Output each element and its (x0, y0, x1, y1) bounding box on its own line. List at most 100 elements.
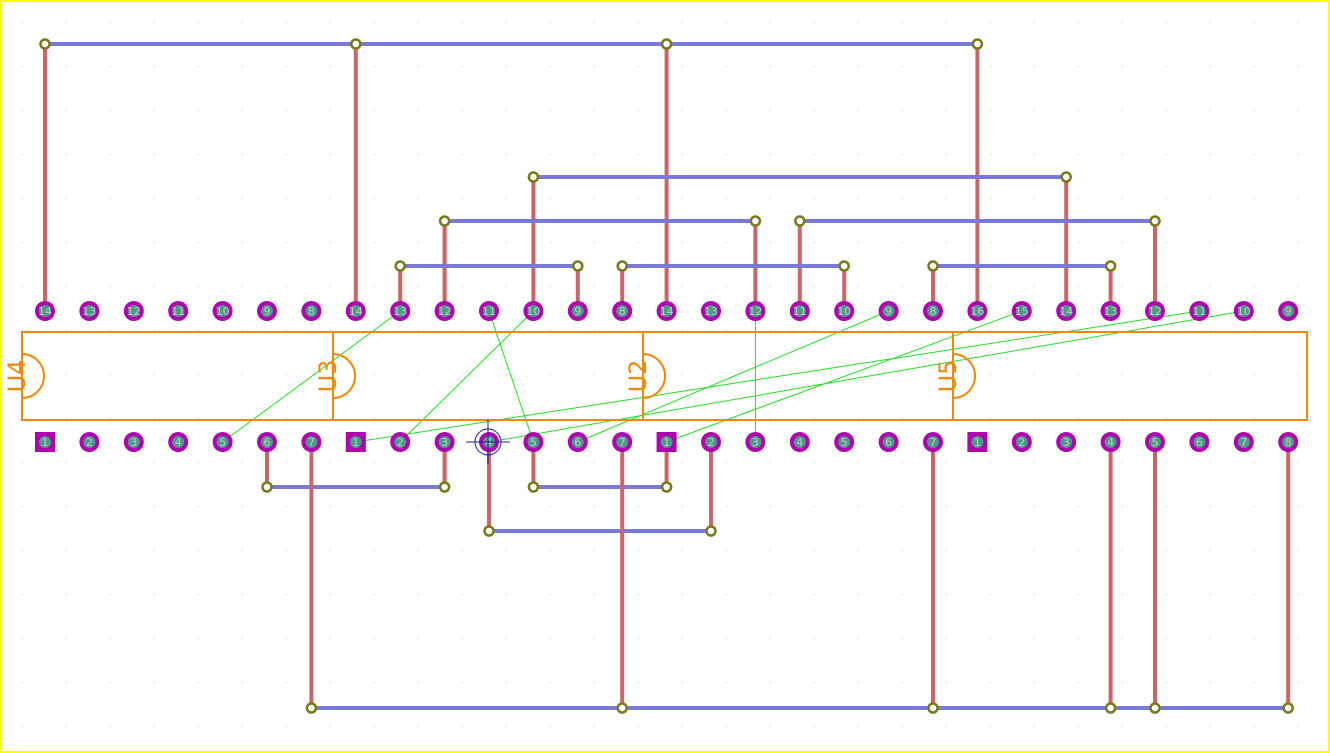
pad-u4-3[interactable]: 3 (123, 432, 144, 452)
pad-u5-1[interactable]: 1 (967, 432, 988, 452)
pad-u2-6[interactable]: 6 (878, 432, 899, 452)
pad-number: 12 (438, 305, 452, 318)
pad-u2-12[interactable]: 12 (745, 301, 766, 321)
pad-u3-1[interactable]: 1 (345, 432, 366, 452)
pad-u3-5[interactable]: 5 (523, 432, 544, 452)
via[interactable] (794, 215, 806, 227)
pad-u4-14[interactable]: 14 (35, 301, 55, 321)
pad-u3-11[interactable]: 11 (479, 301, 499, 321)
via[interactable] (572, 260, 584, 272)
via[interactable] (1282, 702, 1294, 714)
via[interactable] (39, 38, 51, 50)
via[interactable] (438, 481, 451, 493)
pad-u2-1[interactable]: 1 (656, 432, 677, 452)
via[interactable] (483, 525, 495, 537)
pad-u2-14[interactable]: 14 (656, 301, 677, 321)
pad-u4-10[interactable]: 10 (212, 301, 233, 321)
pad-u2-10[interactable]: 10 (834, 301, 855, 321)
pad-u3-7[interactable]: 7 (612, 432, 633, 452)
via[interactable] (394, 260, 406, 272)
via[interactable] (971, 38, 984, 50)
pad-u5-4[interactable]: 4 (1100, 432, 1121, 452)
pad-u2-7[interactable]: 7 (923, 432, 943, 452)
package-u2[interactable]: U2 (624, 331, 954, 421)
via[interactable] (838, 260, 850, 272)
via[interactable] (616, 260, 628, 272)
pad-u3-14[interactable]: 14 (345, 301, 366, 321)
pad-number: 1 (42, 436, 49, 449)
pad-u4-9[interactable]: 9 (257, 301, 277, 321)
pad-u5-14[interactable]: 14 (1056, 301, 1077, 321)
via[interactable] (1104, 260, 1117, 272)
pad-u5-7[interactable]: 7 (1233, 432, 1254, 452)
pad-u4-4[interactable]: 4 (168, 432, 189, 452)
via[interactable] (660, 481, 673, 493)
pad-u4-5[interactable]: 5 (212, 432, 233, 452)
via[interactable] (749, 215, 762, 227)
via[interactable] (616, 702, 628, 714)
pad-u2-5[interactable]: 5 (834, 432, 855, 452)
pad-u3-2[interactable]: 2 (390, 432, 411, 452)
pad-u5-11[interactable]: 11 (1189, 301, 1210, 321)
pad-number: 2 (708, 436, 715, 449)
pad-number: 5 (1152, 436, 1159, 449)
pad-u3-9[interactable]: 9 (567, 301, 588, 321)
pad-number: 12 (1148, 305, 1162, 318)
pad-u2-13[interactable]: 13 (701, 301, 721, 321)
pad-number: 3 (1063, 436, 1070, 449)
pad-u5-9[interactable]: 9 (1278, 301, 1299, 321)
pad-u5-10[interactable]: 10 (1233, 301, 1254, 321)
pad-u2-8[interactable]: 8 (923, 301, 943, 321)
pad-u4-1[interactable]: 1 (35, 432, 55, 452)
via[interactable] (527, 481, 540, 493)
pad-u3-3[interactable]: 3 (434, 432, 455, 452)
via[interactable] (527, 171, 540, 183)
pad-u5-12[interactable]: 12 (1145, 301, 1165, 321)
pad-u3-8[interactable]: 8 (612, 301, 633, 321)
pad-u2-3[interactable]: 3 (745, 432, 766, 452)
ratsnest-line (222, 310, 401, 443)
pad-u5-3[interactable]: 3 (1056, 432, 1077, 452)
via[interactable] (438, 215, 451, 227)
pad-u3-6[interactable]: 6 (567, 432, 588, 452)
via[interactable] (1149, 702, 1161, 714)
grid-dots (21, 21, 1300, 728)
pad-u3-12[interactable]: 12 (434, 301, 455, 321)
via[interactable] (927, 260, 939, 272)
pad-u4-13[interactable]: 13 (79, 301, 100, 321)
pad-u5-16[interactable]: 16 (967, 301, 988, 321)
via[interactable] (1060, 171, 1072, 183)
via[interactable] (305, 702, 318, 714)
pad-u4-7[interactable]: 7 (301, 432, 322, 452)
pad-u2-11[interactable]: 11 (789, 301, 810, 321)
via[interactable] (660, 38, 673, 50)
pad-u2-4[interactable]: 4 (789, 432, 810, 452)
pad-u5-5[interactable]: 5 (1145, 432, 1165, 452)
via[interactable] (927, 702, 939, 714)
package-u5[interactable]: U5 (934, 331, 1308, 421)
pad-u4-6[interactable]: 6 (257, 432, 277, 452)
via[interactable] (1104, 702, 1117, 714)
pad-u5-13[interactable]: 13 (1100, 301, 1121, 321)
via[interactable] (705, 525, 717, 537)
pad-u4-8[interactable]: 8 (301, 301, 322, 321)
pad-number: 1 (663, 436, 670, 449)
pad-u2-2[interactable]: 2 (701, 432, 721, 452)
pad-number: 10 (1237, 305, 1251, 318)
pad-u2-9[interactable]: 9 (878, 301, 899, 321)
pad-u3-13[interactable]: 13 (390, 301, 411, 321)
pad-u5-8[interactable]: 8 (1278, 432, 1299, 452)
pad-u4-2[interactable]: 2 (79, 432, 100, 452)
pad-u5-6[interactable]: 6 (1189, 432, 1210, 452)
via[interactable] (350, 38, 362, 50)
pad-u5-2[interactable]: 2 (1011, 432, 1032, 452)
package-u3[interactable]: U3 (314, 331, 644, 421)
pad-u5-15[interactable]: 15 (1011, 301, 1032, 321)
pad-u4-11[interactable]: 11 (168, 301, 189, 321)
package-u4[interactable]: U4 (3, 331, 334, 421)
pad-u3-10[interactable]: 10 (523, 301, 544, 321)
via[interactable] (261, 481, 273, 493)
via[interactable] (1149, 215, 1161, 227)
pad-u4-12[interactable]: 12 (123, 301, 144, 321)
